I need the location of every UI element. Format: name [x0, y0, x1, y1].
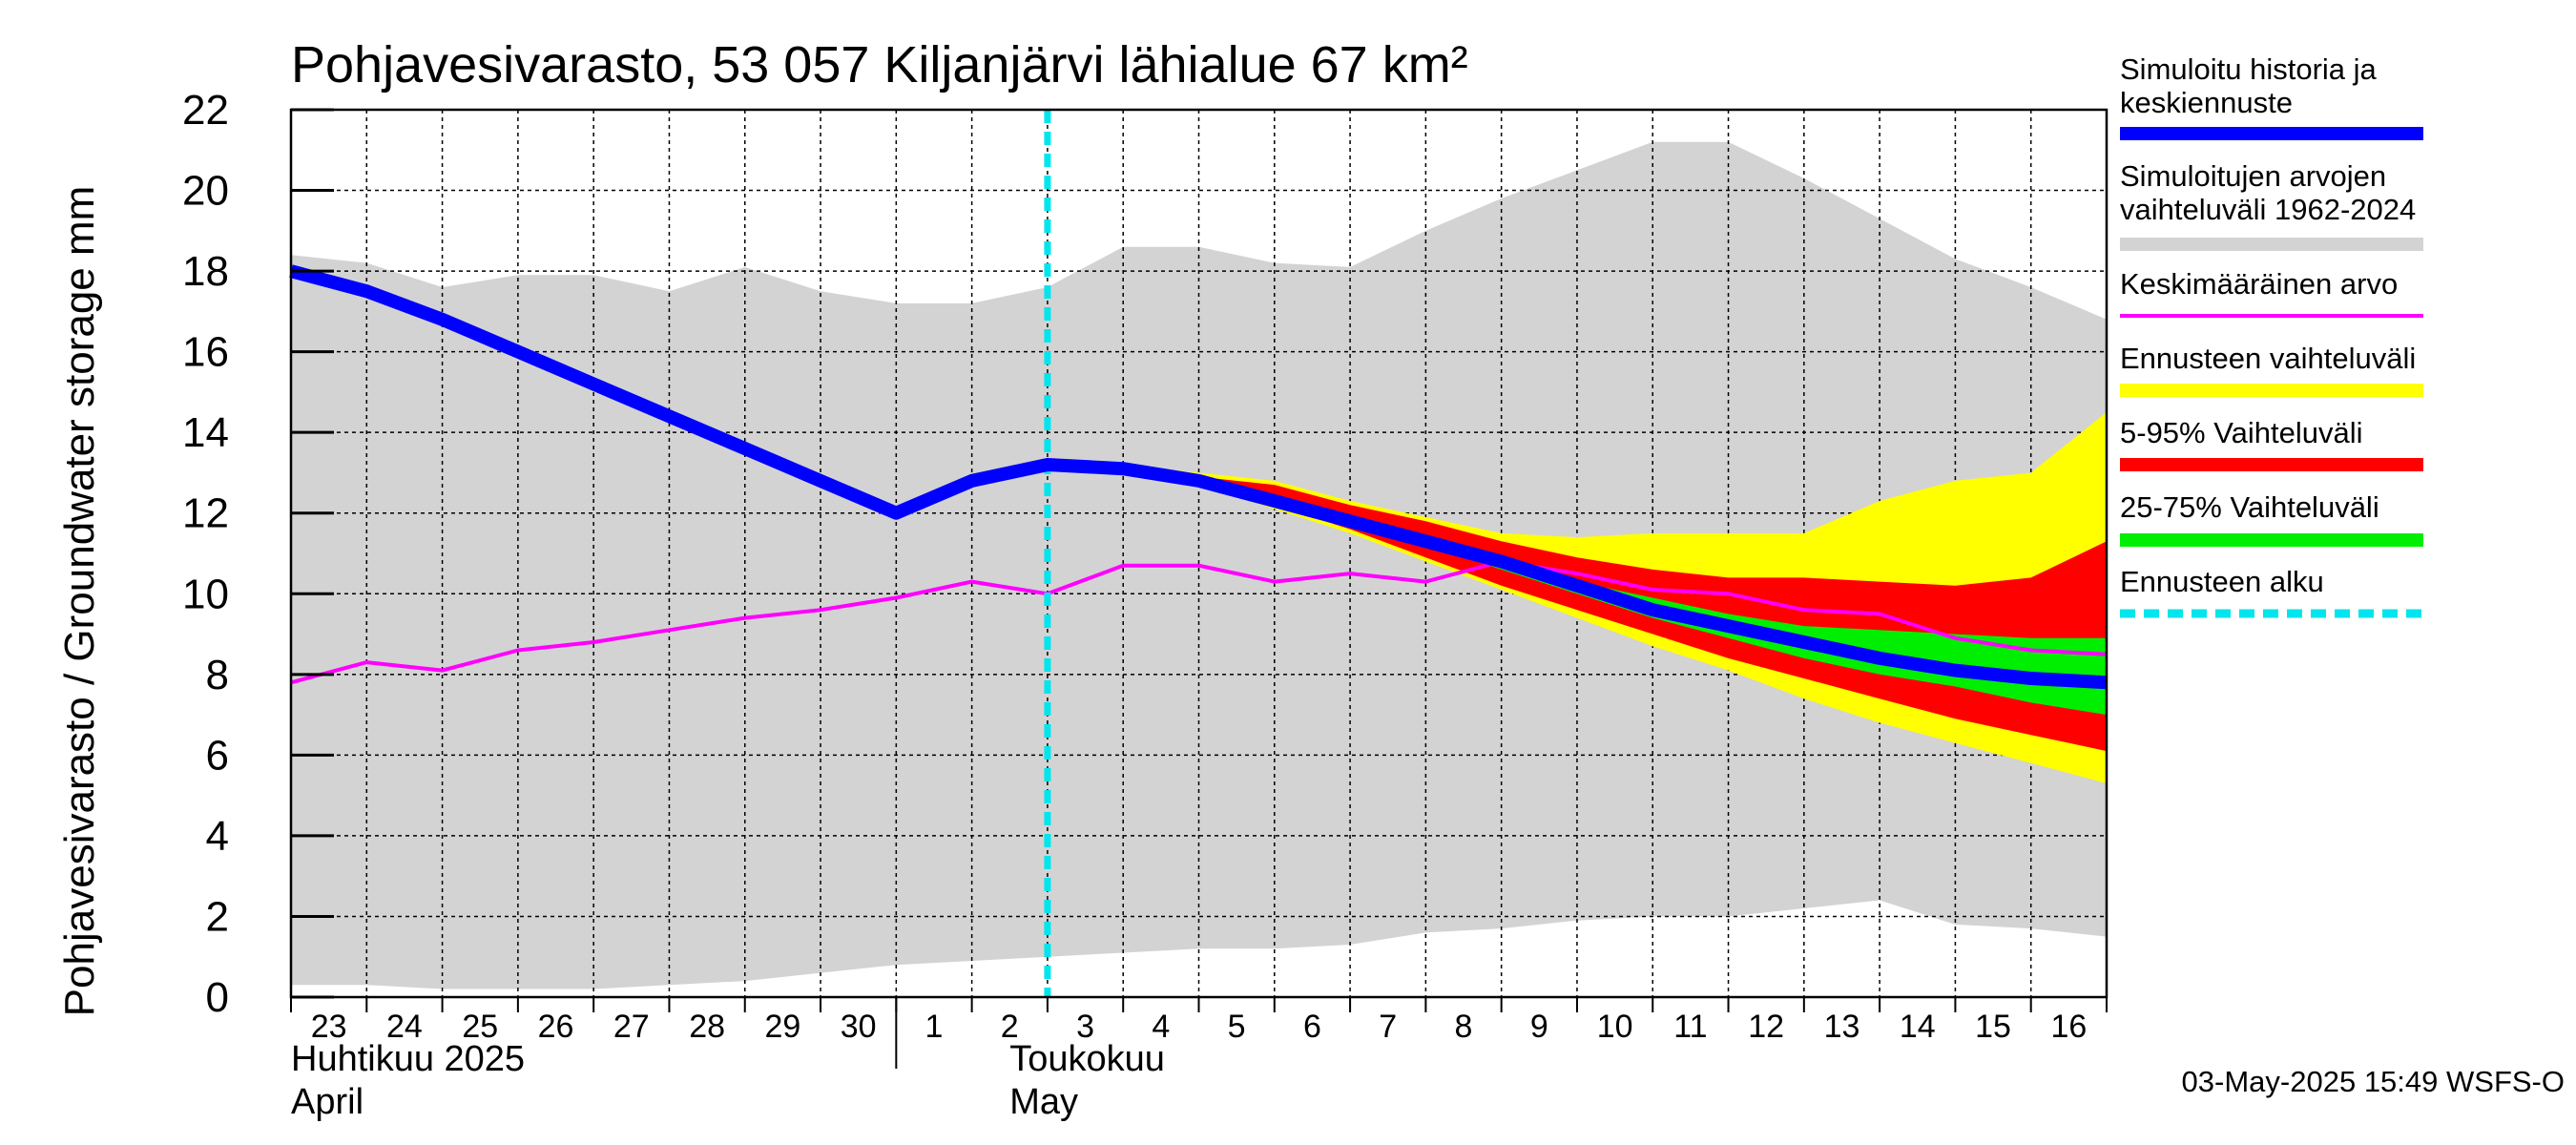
legend-item: 25-75% Vaihteluväli [2120, 490, 2423, 547]
x-tick-label: 26 [538, 1009, 574, 1045]
legend-item: Keskimääräinen arvo [2120, 267, 2423, 318]
mean-line [290, 559, 2108, 685]
legend: Simuloitu historia jakeskiennusteSimuloi… [2120, 52, 2423, 618]
legend-label: Keskimääräinen arvo [2120, 267, 2398, 301]
legend-item: Ennusteen alku [2120, 565, 2423, 618]
x-tick-label: 27 [613, 1009, 650, 1045]
x-tick-label: 23 [311, 1009, 347, 1045]
history-median-line [289, 264, 2108, 690]
y-tick-label: 12 [182, 490, 229, 537]
month-label-en: May [1009, 1082, 1078, 1122]
x-tick-label: 11 [1673, 1009, 1707, 1045]
x-tick-label: 2 [1001, 1009, 1019, 1045]
y-tick-label: 14 [182, 409, 229, 456]
y-tick-label: 20 [182, 168, 229, 215]
chart-title: Pohjavesivarasto, 53 057 Kiljanjärvi läh… [291, 36, 1468, 94]
y-axis-label: Pohjavesivarasto / Groundwater storage m… [56, 186, 103, 1017]
x-tick-label: 28 [689, 1009, 725, 1045]
y-tick-label: 4 [206, 813, 229, 860]
legend-label: Simuloitujen arvojen [2120, 159, 2386, 193]
legend-label: Ennusteen alku [2120, 565, 2324, 598]
x-tick-label: 8 [1455, 1009, 1473, 1045]
month-label: Toukokuu [1009, 1039, 1165, 1079]
x-tick-label: 29 [764, 1009, 800, 1045]
x-tick-label: 9 [1530, 1009, 1548, 1045]
legend-label: 5-95% Vaihteluväli [2120, 416, 2362, 449]
legend-label: vaihteluväli 1962-2024 [2120, 193, 2416, 226]
x-tick-label: 15 [1975, 1009, 2011, 1045]
x-tick-label: 7 [1379, 1009, 1397, 1045]
x-tick-label: 14 [1900, 1009, 1936, 1045]
month-label-en: April [291, 1082, 364, 1122]
y-tick-label: 8 [206, 652, 229, 698]
y-tick-label: 6 [206, 732, 229, 779]
y-tick-label: 0 [206, 974, 229, 1021]
x-tick-label: 10 [1597, 1009, 1633, 1045]
x-tick-label: 16 [2050, 1009, 2087, 1045]
x-tick-label: 13 [1824, 1009, 1860, 1045]
x-tick-label: 4 [1152, 1009, 1170, 1045]
y-tick-label: 2 [206, 893, 229, 940]
timestamp: 03-May-2025 15:49 WSFS-O [2182, 1065, 2565, 1098]
x-tick-label: 1 [925, 1009, 944, 1045]
y-tick-label: 10 [182, 571, 229, 617]
y-tick-label: 18 [182, 248, 229, 295]
plot-area [289, 108, 2109, 999]
x-tick-label: 12 [1748, 1009, 1784, 1045]
band-5-95 [1047, 465, 2107, 752]
x-tick-label: 5 [1228, 1009, 1246, 1045]
legend-label: 25-75% Vaihteluväli [2120, 490, 2379, 524]
y-axis: 0 2 4 6 8 10 12 14 16 18 20 22 [182, 87, 334, 1021]
x-tick-label: 25 [462, 1009, 498, 1045]
legend-item: Ennusteen vaihteluväli [2120, 342, 2423, 397]
x-tick-label: 6 [1303, 1009, 1321, 1045]
legend-label: keskiennuste [2120, 86, 2293, 119]
y-tick-label: 16 [182, 329, 229, 376]
month-label: Huhtikuu 2025 [291, 1039, 525, 1079]
y-tick-label: 22 [182, 87, 229, 134]
legend-label: Ennusteen vaihteluväli [2120, 342, 2416, 375]
x-tick-label: 24 [386, 1009, 423, 1045]
legend-item: 5-95% Vaihteluväli [2120, 416, 2423, 471]
x-axis: 23 24 25 26 27 28 29 30 1 2 3 4 5 6 7 8 9 10 11 12 13 14 15 16H… [290, 997, 2108, 1122]
x-tick-label: 30 [841, 1009, 877, 1045]
x-tick-label: 3 [1076, 1009, 1094, 1045]
legend-label: Simuloitu historia ja [2120, 52, 2378, 86]
